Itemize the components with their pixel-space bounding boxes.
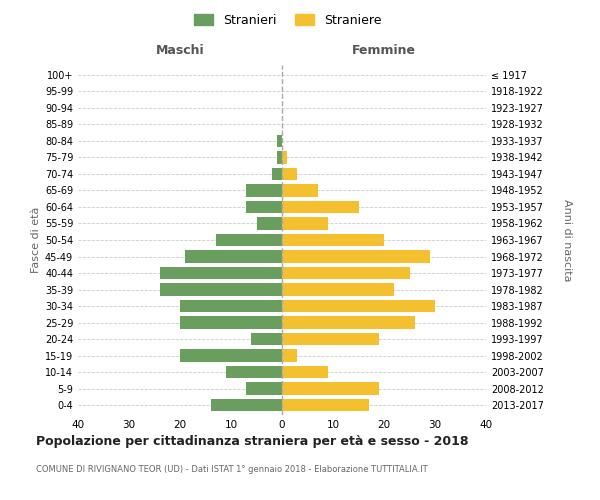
Bar xyxy=(211,399,282,411)
Bar xyxy=(257,218,282,230)
Bar xyxy=(282,333,379,345)
Bar xyxy=(160,267,282,279)
Y-axis label: Anni di nascita: Anni di nascita xyxy=(562,198,572,281)
Bar xyxy=(282,250,430,262)
Bar xyxy=(282,316,415,328)
Bar xyxy=(282,300,435,312)
Bar xyxy=(282,350,298,362)
Bar xyxy=(282,201,359,213)
Bar xyxy=(282,382,379,395)
Bar xyxy=(282,399,369,411)
Bar xyxy=(180,350,282,362)
Bar xyxy=(247,201,282,213)
Bar xyxy=(247,382,282,395)
Legend: Stranieri, Straniere: Stranieri, Straniere xyxy=(190,8,386,32)
Bar xyxy=(277,152,282,164)
Bar xyxy=(180,300,282,312)
Bar xyxy=(282,234,384,246)
Bar xyxy=(160,284,282,296)
Bar xyxy=(282,152,287,164)
Bar xyxy=(247,184,282,196)
Bar xyxy=(277,135,282,147)
Text: Maschi: Maschi xyxy=(155,44,205,57)
Bar xyxy=(282,184,318,196)
Y-axis label: Fasce di età: Fasce di età xyxy=(31,207,41,273)
Bar xyxy=(282,168,298,180)
Text: Popolazione per cittadinanza straniera per età e sesso - 2018: Popolazione per cittadinanza straniera p… xyxy=(36,435,469,448)
Bar xyxy=(180,316,282,328)
Bar xyxy=(185,250,282,262)
Bar xyxy=(251,333,282,345)
Bar xyxy=(282,267,410,279)
Bar xyxy=(282,366,328,378)
Text: Femmine: Femmine xyxy=(352,44,416,57)
Bar xyxy=(282,218,328,230)
Bar xyxy=(282,284,394,296)
Text: COMUNE DI RIVIGNANO TEOR (UD) - Dati ISTAT 1° gennaio 2018 - Elaborazione TUTTIT: COMUNE DI RIVIGNANO TEOR (UD) - Dati IST… xyxy=(36,465,428,474)
Bar xyxy=(272,168,282,180)
Bar xyxy=(226,366,282,378)
Bar xyxy=(216,234,282,246)
